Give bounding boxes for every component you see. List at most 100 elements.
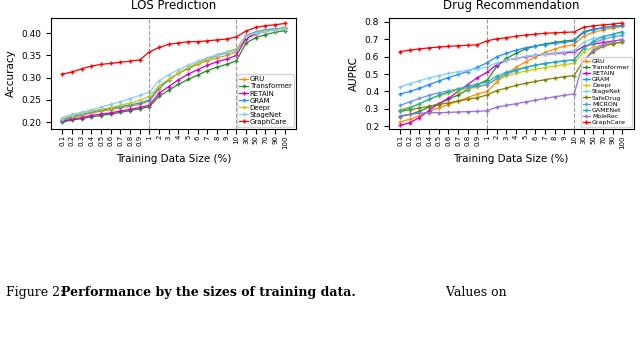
Transformer [589,27,597,31]
Deepr [204,56,211,61]
GAMENet [580,46,588,50]
GRU [532,55,540,59]
RETAIN [619,38,627,42]
GRAM [58,118,66,122]
Deepr [175,71,182,76]
GRU [580,34,588,38]
Line: GRU: GRU [398,25,624,124]
MICRON [619,33,627,37]
GAMENet [522,65,529,69]
StageNet [541,52,549,56]
StageNet [445,71,452,76]
GRAM [136,101,143,105]
StageNet [58,116,66,120]
GraphCare [194,40,202,44]
GRAM [609,24,617,29]
RETAIN [165,84,173,89]
Transformer [165,88,173,92]
GRU [406,117,413,121]
GRU [175,71,182,76]
Transformer [126,108,134,113]
RETAIN [184,72,192,76]
GRU [271,28,279,32]
RETAIN [175,78,182,82]
GRU [107,108,115,112]
GraphCare [474,43,481,47]
Deepr [589,45,597,49]
Deepr [184,65,192,70]
RETAIN [580,44,588,48]
GraphCare [599,23,607,27]
GRAM [88,110,95,114]
Deepr [232,47,240,51]
GAMENet [493,74,500,78]
GraphCare [396,49,404,54]
StageNet [156,79,163,83]
RETAIN [532,53,540,58]
Transformer [156,94,163,98]
SafeDrug [445,101,452,105]
Deepr [474,85,481,89]
Deepr [619,40,627,44]
GRAM [213,53,221,58]
GRU [232,50,240,54]
X-axis label: Training Data Size (%): Training Data Size (%) [116,154,231,164]
GRAM [271,27,279,31]
GRU [502,72,510,76]
RETAIN [136,106,143,110]
Deepr [454,89,462,93]
MoleRec [464,109,472,114]
RETAIN [107,111,115,115]
StageNet [97,105,105,109]
GRU [252,31,260,35]
Transformer [213,65,221,69]
GRU [396,120,404,124]
GRAM [145,98,153,102]
Deepr [483,82,491,86]
Transformer [561,39,568,43]
GraphCare [570,30,578,34]
SafeDrug [396,109,404,114]
MoleRec [599,42,607,47]
Line: SafeDrug: SafeDrug [398,40,624,113]
MICRON [561,59,568,63]
MICRON [425,93,433,97]
GRAM [435,79,442,83]
Text: Performance by the sizes of training data.: Performance by the sizes of training dat… [61,287,356,299]
GraphCare [156,45,163,49]
GRAM [483,61,491,65]
Transformer [175,82,182,86]
GRU [136,102,143,107]
Transformer [483,78,491,82]
GraphCare [619,21,627,25]
StageNet [243,34,250,38]
StageNet [116,100,124,104]
Transformer [396,115,404,119]
Deepr [88,109,95,113]
GAMENet [570,58,578,62]
GAMENet [425,97,433,101]
GAMENet [502,70,510,74]
GRAM [223,51,230,55]
RETAIN [570,50,578,54]
GRAM [78,112,86,116]
Legend: GRU, Transformer, RETAIN, GRAM, Deepr, StageNet, SafeDrug, MICRON, GAMENet, Mole: GRU, Transformer, RETAIN, GRAM, Deepr, S… [580,56,632,127]
Deepr [551,64,559,68]
GraphCare [281,21,289,25]
StageNet [281,27,289,31]
MICRON [493,76,500,80]
GRAM [396,92,404,96]
StageNet [78,110,86,114]
StageNet [609,32,617,37]
MICRON [415,96,423,101]
Deepr [252,31,260,35]
GraphCare [223,37,230,41]
RETAIN [126,107,134,112]
StageNet [464,68,472,72]
Transformer [445,97,452,101]
GRAM [445,76,452,80]
GRU [483,89,491,94]
GAMENet [445,90,452,94]
Transformer [599,25,607,30]
MICRON [502,72,510,76]
